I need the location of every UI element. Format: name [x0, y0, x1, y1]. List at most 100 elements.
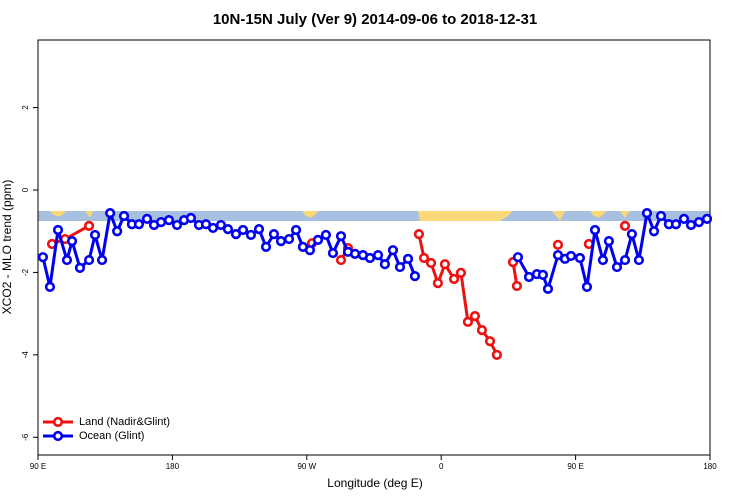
land-mask	[38, 211, 710, 221]
data-point	[402, 253, 414, 264]
data-point	[476, 325, 488, 336]
y-tick-label: -4	[21, 351, 30, 359]
data-point	[552, 239, 564, 250]
data-point	[491, 349, 503, 360]
data-point	[312, 234, 324, 245]
data-point	[44, 281, 56, 292]
data-point	[335, 254, 347, 266]
data-point	[611, 261, 623, 273]
x-tick-label: 90 E	[567, 462, 583, 471]
data-point	[105, 207, 116, 219]
data-point	[304, 245, 316, 256]
data-point	[565, 250, 577, 262]
data-point	[542, 283, 554, 295]
data-point	[641, 207, 653, 219]
data-point	[253, 224, 265, 235]
data-point	[574, 252, 586, 264]
x-axis-label: Longitude (deg E)	[327, 476, 422, 490]
data-point	[455, 267, 467, 278]
data-point	[163, 214, 175, 226]
data-point	[512, 252, 524, 263]
data-point	[603, 236, 615, 247]
legend-marker	[52, 416, 64, 428]
data-point	[290, 224, 302, 236]
data-point	[581, 281, 593, 292]
data-point	[432, 278, 444, 289]
data-point	[275, 236, 287, 247]
y-tick-label: -2	[21, 268, 30, 276]
data-point	[260, 241, 272, 252]
data-point	[511, 280, 523, 292]
legend-label: Ocean (Glint)	[79, 430, 144, 442]
data-point	[626, 229, 637, 240]
data-point	[171, 219, 183, 231]
data-point	[701, 213, 713, 224]
data-point	[37, 252, 49, 263]
legend-label: Land (Nadir&Glint)	[79, 416, 170, 428]
data-point	[589, 224, 601, 236]
data-point	[52, 224, 64, 236]
data-point	[61, 254, 73, 266]
data-point	[141, 213, 153, 224]
data-point	[448, 273, 460, 285]
data-point	[83, 254, 95, 266]
y-axis-label: XCO2 - MLO trend (ppm)	[0, 180, 14, 315]
data-point	[230, 229, 242, 240]
data-point	[372, 250, 384, 261]
data-point	[484, 336, 496, 347]
data-point	[283, 233, 295, 245]
data-point	[327, 247, 339, 259]
data-point	[678, 213, 690, 224]
data-point	[693, 217, 705, 228]
data-point	[118, 210, 130, 222]
data-point	[222, 224, 234, 235]
data-point	[66, 236, 78, 247]
x-tick-label: 90 W	[297, 462, 316, 471]
data-point	[335, 231, 347, 242]
data-point	[364, 252, 376, 264]
data-point	[462, 316, 474, 327]
legend-marker	[52, 430, 64, 442]
data-point	[96, 254, 108, 266]
plot-frame	[37, 39, 711, 456]
data-point	[418, 252, 430, 264]
data-point	[523, 271, 535, 283]
data-point	[413, 229, 425, 240]
data-point	[245, 229, 257, 241]
ocean-band	[38, 211, 710, 221]
x-tick-label: 0	[439, 462, 444, 471]
y-tick-label: 0	[21, 187, 30, 192]
series-line	[52, 226, 625, 355]
data-point	[425, 257, 437, 269]
data-point	[394, 261, 406, 273]
land-band	[50, 211, 630, 221]
data-point	[619, 220, 631, 231]
data-point	[83, 220, 95, 231]
chart-title: 10N-15N July (Ver 9) 2014-09-06 to 2018-…	[213, 11, 537, 28]
data-point	[133, 219, 145, 230]
data-point	[237, 224, 249, 236]
y-tick-label: 2	[21, 105, 30, 110]
data-point	[655, 210, 667, 222]
data-point	[619, 254, 631, 266]
data-point	[74, 262, 86, 273]
data-point	[268, 229, 280, 240]
x-tick-label: 180	[166, 462, 180, 471]
data-point	[439, 259, 451, 270]
data-point	[215, 219, 227, 231]
data-point	[185, 212, 197, 224]
x-tick-label: 180	[703, 462, 717, 471]
data-point	[379, 259, 391, 270]
data-point	[597, 254, 609, 266]
data-point	[648, 226, 660, 237]
data-point	[670, 219, 682, 230]
data-point	[89, 229, 101, 241]
data-point	[409, 271, 421, 282]
data-point	[155, 217, 167, 228]
data-point	[112, 226, 123, 237]
x-tick-label: 90 E	[30, 462, 46, 471]
data-point	[387, 245, 399, 256]
data-point	[469, 311, 481, 322]
data-point	[320, 229, 332, 241]
